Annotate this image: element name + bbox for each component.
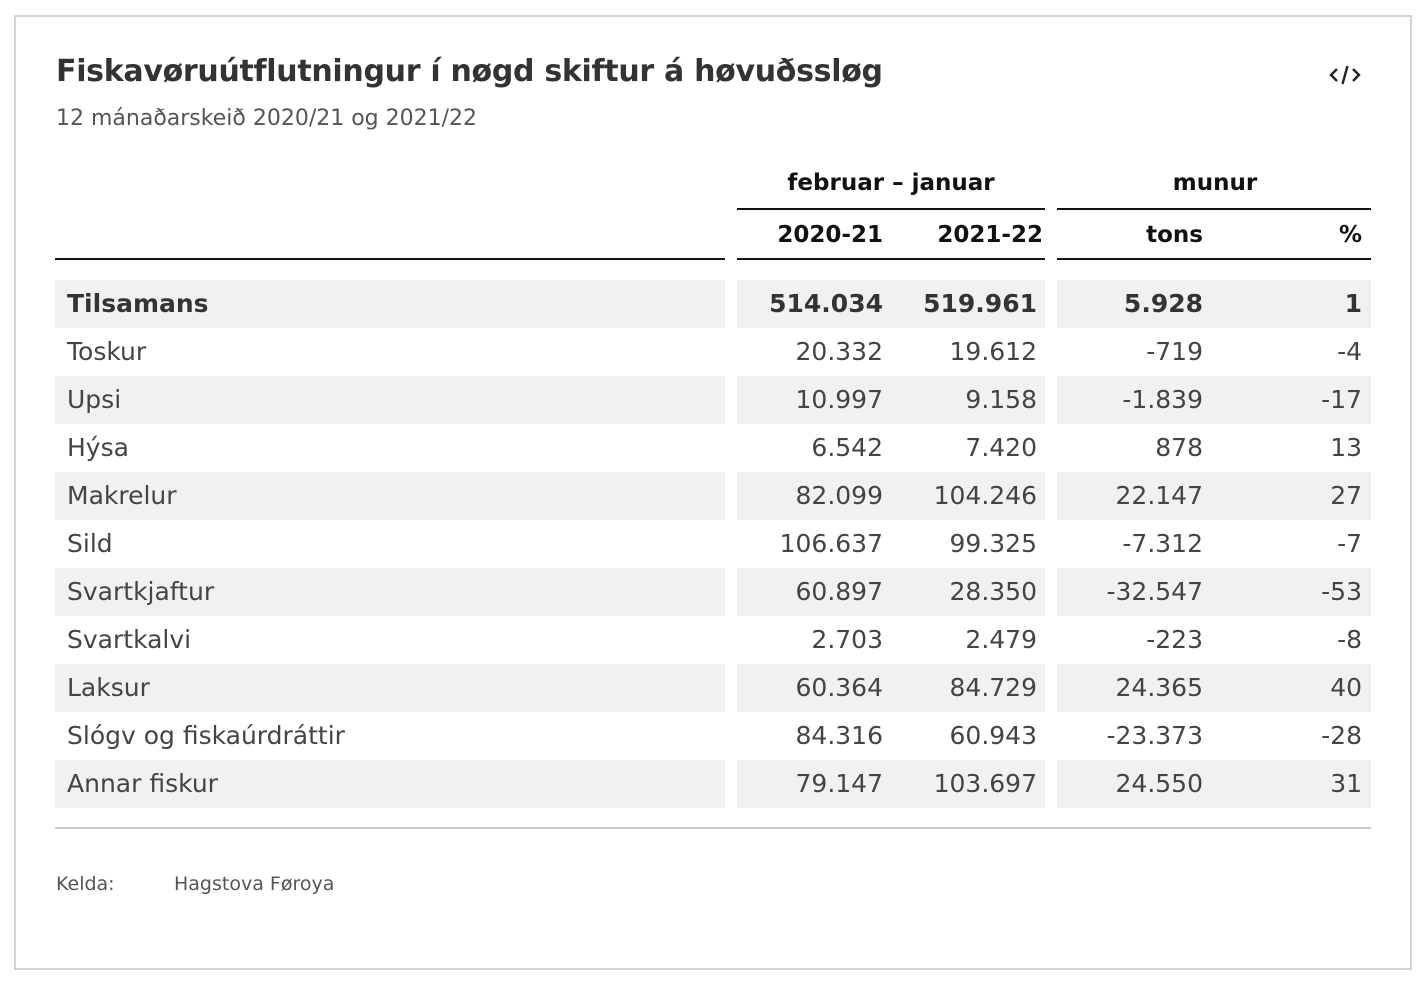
table-cell: -719	[1146, 337, 1203, 366]
table-cell: 10.997	[795, 385, 883, 414]
row-label: Upsi	[67, 385, 122, 414]
source-label: Kelda:	[56, 873, 115, 895]
table-cell: 106.637	[779, 529, 883, 558]
row-band	[1057, 664, 1371, 712]
row-label: Makrelur	[67, 481, 177, 510]
table-cell: -17	[1321, 385, 1362, 414]
row-band	[737, 664, 1045, 712]
row-band	[55, 280, 725, 328]
table-cell: 104.246	[933, 481, 1037, 510]
table-cell: 84.316	[795, 721, 883, 750]
table-cell: 13	[1330, 433, 1362, 462]
table-cell: -32.547	[1106, 577, 1204, 606]
table-cell: 27	[1330, 481, 1362, 510]
table-cell: 2.703	[811, 625, 883, 654]
table-cell: -28	[1321, 721, 1362, 750]
row-band	[55, 760, 725, 808]
row-label: Tilsamans	[67, 289, 209, 318]
code-embed-icon[interactable]	[1328, 60, 1362, 90]
row-band	[737, 760, 1045, 808]
header-rule-difference	[1057, 258, 1371, 260]
table-cell: 2.479	[965, 625, 1037, 654]
table-cell: 60.364	[795, 673, 883, 702]
table-cell: 1	[1344, 289, 1362, 318]
row-label: Sild	[67, 529, 113, 558]
table-cell: -1.839	[1122, 385, 1203, 414]
table-cell: 24.550	[1115, 769, 1203, 798]
row-label: Toskur	[67, 337, 147, 366]
table-cell: 19.612	[949, 337, 1037, 366]
table-cell: 82.099	[795, 481, 883, 510]
row-label: Svartkjaftur	[67, 577, 215, 606]
table-cell: 79.147	[795, 769, 883, 798]
row-band	[1057, 760, 1371, 808]
table-bottom-rule	[55, 827, 1371, 829]
table-cell: 9.158	[965, 385, 1037, 414]
row-band	[55, 664, 725, 712]
table-cell: 7.420	[965, 433, 1037, 462]
header-rule-period	[737, 258, 1045, 260]
table-cell: -7.312	[1122, 529, 1203, 558]
table-cell: 84.729	[949, 673, 1037, 702]
column-header-2021-22: 2021-22	[937, 222, 1043, 248]
table-cell: 6.542	[811, 433, 883, 462]
chart-title: Fiskavøruútflutningur í nøgd skiftur á h…	[56, 54, 883, 89]
group-header-difference: munur	[1172, 170, 1258, 196]
table-cell: -53	[1321, 577, 1362, 606]
row-band	[55, 376, 725, 424]
group-rule-period	[737, 208, 1045, 210]
table-cell: 22.147	[1115, 481, 1203, 510]
row-band	[55, 472, 725, 520]
table-cell: 514.034	[769, 289, 883, 318]
table-cell: -8	[1337, 625, 1362, 654]
table-cell: 60.943	[949, 721, 1037, 750]
chart-subtitle: 12 mánaðarskeið 2020/21 og 2021/22	[56, 106, 478, 131]
table-cell: 28.350	[949, 577, 1037, 606]
row-label: Laksur	[67, 673, 150, 702]
table-cell: -7	[1337, 529, 1362, 558]
table-cell: 103.697	[933, 769, 1037, 798]
row-label: Annar fiskur	[67, 769, 218, 798]
row-band	[1057, 472, 1371, 520]
row-band	[1057, 568, 1371, 616]
row-label: Svartkalvi	[67, 625, 192, 654]
row-band	[737, 376, 1045, 424]
table-cell: 878	[1155, 433, 1203, 462]
source-value: Hagstova Føroya	[174, 873, 335, 895]
table-cell: 99.325	[949, 529, 1037, 558]
row-band	[737, 568, 1045, 616]
group-rule-difference	[1057, 208, 1371, 210]
row-label: Slógv og fiskaúrdráttir	[67, 721, 345, 750]
table-cell: -4	[1337, 337, 1362, 366]
table-cell: 519.961	[923, 289, 1037, 318]
row-band	[737, 280, 1045, 328]
row-band	[55, 568, 725, 616]
table-cell: 40	[1330, 673, 1362, 702]
table-cell: 60.897	[795, 577, 883, 606]
table-cell: -23.373	[1106, 721, 1204, 750]
row-band	[1057, 280, 1371, 328]
column-header-tons: tons	[1146, 222, 1203, 248]
table-cell: 31	[1330, 769, 1362, 798]
table-cell: -223	[1146, 625, 1203, 654]
table-cell: 24.365	[1115, 673, 1203, 702]
column-header-percent: %	[1338, 222, 1362, 248]
header-rule-label	[55, 258, 725, 260]
column-header-2020-21: 2020-21	[777, 222, 883, 248]
table-cell: 5.928	[1123, 289, 1203, 318]
row-band	[1057, 376, 1371, 424]
row-band	[737, 472, 1045, 520]
group-header-period: februar – januar	[787, 170, 995, 196]
table-cell: 20.332	[795, 337, 883, 366]
row-label: Hýsa	[67, 433, 129, 462]
